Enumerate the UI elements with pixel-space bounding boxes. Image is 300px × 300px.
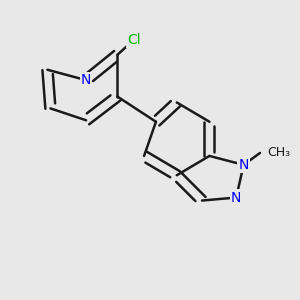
- Text: Cl: Cl: [127, 33, 140, 47]
- Text: CH₃: CH₃: [267, 146, 290, 160]
- Text: N: N: [231, 190, 242, 205]
- Text: N: N: [238, 158, 249, 172]
- Text: N: N: [81, 73, 91, 87]
